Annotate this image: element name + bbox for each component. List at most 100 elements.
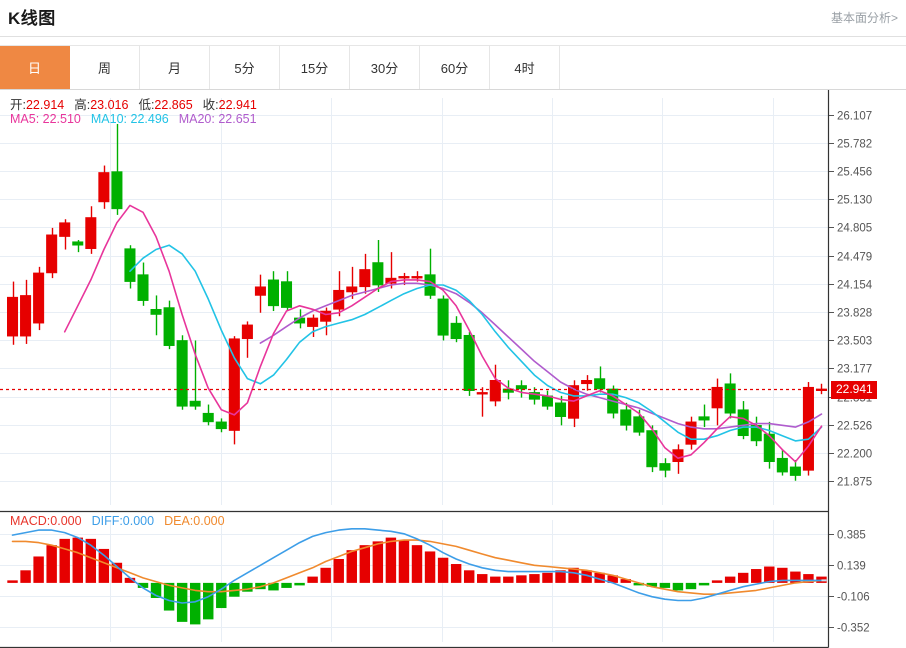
page-header: K线图 基本面分析> (0, 0, 906, 37)
candle-body (307, 317, 319, 327)
macd-hist-bar (490, 576, 501, 583)
candle-body (281, 281, 293, 308)
macd-hist-bar (189, 582, 201, 625)
period-tab-3[interactable]: 5分 (210, 46, 280, 89)
candle-body (502, 388, 514, 393)
period-tab-label: 15分 (300, 61, 329, 76)
price-tick-label-4: 24.805 (837, 223, 872, 235)
high-label: 高: (74, 98, 91, 112)
period-tab-0[interactable]: 日 (0, 46, 70, 89)
candle-body (98, 172, 110, 203)
low-label: 低: (138, 98, 155, 112)
macd-hist-bar (281, 582, 292, 588)
candle-body (176, 340, 188, 407)
macd-hist-bar (359, 545, 371, 583)
period-tab-label: 5分 (234, 61, 255, 76)
macd-hist-bar (398, 540, 410, 583)
candle-body (228, 338, 240, 431)
macd-hist-bar (33, 556, 44, 583)
ma20-line (259, 282, 823, 430)
price-tick-label-11: 22.526 (837, 421, 872, 433)
macd-hist-bar (529, 574, 540, 583)
kline-svg[interactable]: 26.107 25.782 25.456 25.130 24.805 24.479 24.1… (0, 90, 906, 648)
candle-body (711, 386, 723, 409)
candle-body (320, 310, 332, 322)
macd-hist-bar (333, 558, 344, 583)
period-tab-2[interactable]: 月 (140, 46, 210, 89)
tabbar-spacer (560, 46, 906, 89)
macd-hist-bar (450, 564, 462, 583)
candle-body (685, 421, 697, 445)
macd-hist-bar (72, 537, 83, 583)
price-tick-label-8: 23.503 (837, 336, 872, 348)
period-tab-7[interactable]: 4时 (490, 46, 560, 89)
high-value: 23.016 (90, 98, 129, 112)
candle-body (72, 241, 84, 246)
candle-body (515, 385, 527, 390)
candle-body (672, 449, 684, 463)
ohlc-legend: 开:22.914 高:23.016 低:22.865 收:22.941 (10, 94, 257, 113)
candle-body (111, 171, 123, 210)
candle-body (659, 463, 671, 471)
candle-body (398, 276, 410, 279)
period-tab-5[interactable]: 30分 (350, 46, 420, 89)
macd-hist-bar (620, 579, 631, 583)
period-tab-label: 周 (97, 61, 111, 76)
price-tick-label-3: 25.130 (837, 195, 872, 207)
diff-line (11, 527, 823, 604)
header-divider (0, 36, 906, 37)
dea-line (11, 539, 823, 596)
candle-body (411, 276, 423, 279)
macd-hist-bar (372, 541, 384, 583)
period-tab-1[interactable]: 周 (70, 46, 140, 89)
candle-body (528, 392, 540, 400)
ma20-legend: MA20: 22.651 (178, 112, 257, 126)
macd-hist-bar (124, 577, 136, 583)
candle-body (163, 307, 175, 346)
macd-hist-bar (463, 570, 475, 583)
macd-hist-bar (568, 567, 579, 583)
candle-body (241, 324, 253, 340)
macd-hist-bar (268, 582, 279, 591)
macd-hist-bar (346, 550, 357, 583)
period-tab-4[interactable]: 15分 (280, 46, 350, 89)
macd-value-legend: MACD:0.000 (10, 514, 82, 528)
fundamental-analysis-link[interactable]: 基本面分析> (830, 11, 898, 25)
macd-hist-bar (685, 582, 697, 590)
candle-body (33, 272, 45, 324)
period-tab-6[interactable]: 60分 (420, 46, 490, 89)
macd-tick-label-1: 0.139 (837, 561, 866, 573)
candle-body (463, 334, 475, 391)
candle-body (124, 248, 136, 282)
macd-hist-bar (581, 570, 592, 583)
candle-body (202, 412, 214, 423)
macd-hist-bar (203, 582, 214, 620)
candle-body (763, 433, 775, 463)
candle-body (568, 385, 580, 419)
macd-legend: MACD:0.000 DIFF:0.000 DEA:0.000 (10, 514, 225, 528)
price-tick-label-6: 24.154 (837, 280, 873, 292)
price-tick-label-7: 23.828 (837, 308, 872, 320)
low-value: 22.865 (154, 98, 193, 112)
price-tick-label-12: 22.200 (837, 449, 872, 461)
ma5-legend: MA5: 22.510 (10, 112, 81, 126)
candle-body (450, 322, 462, 340)
open-value: 22.914 (25, 98, 65, 112)
macd-tick-label-3: -0.352 (837, 623, 870, 635)
close-label: 收: (202, 98, 219, 112)
candle-body (698, 416, 710, 421)
macd-hist-bar (98, 548, 110, 583)
period-tabbar[interactable]: 日 周 月 5分 15分 30分 60分 4时 (0, 45, 906, 90)
macd-hist-bar (150, 582, 162, 598)
macd-hist-bar (764, 566, 775, 583)
macd-hist-bar (307, 576, 318, 583)
period-tab-label: 4时 (514, 61, 535, 76)
candle-body (372, 262, 384, 286)
candle-body (437, 298, 449, 336)
macd-hist-bar (59, 538, 70, 583)
macd-hist-bar (698, 582, 710, 586)
macd-hist-bar (646, 582, 658, 587)
candle-body (646, 430, 658, 468)
macd-hist-bar (672, 582, 684, 591)
period-tab-label: 月 (167, 61, 181, 76)
